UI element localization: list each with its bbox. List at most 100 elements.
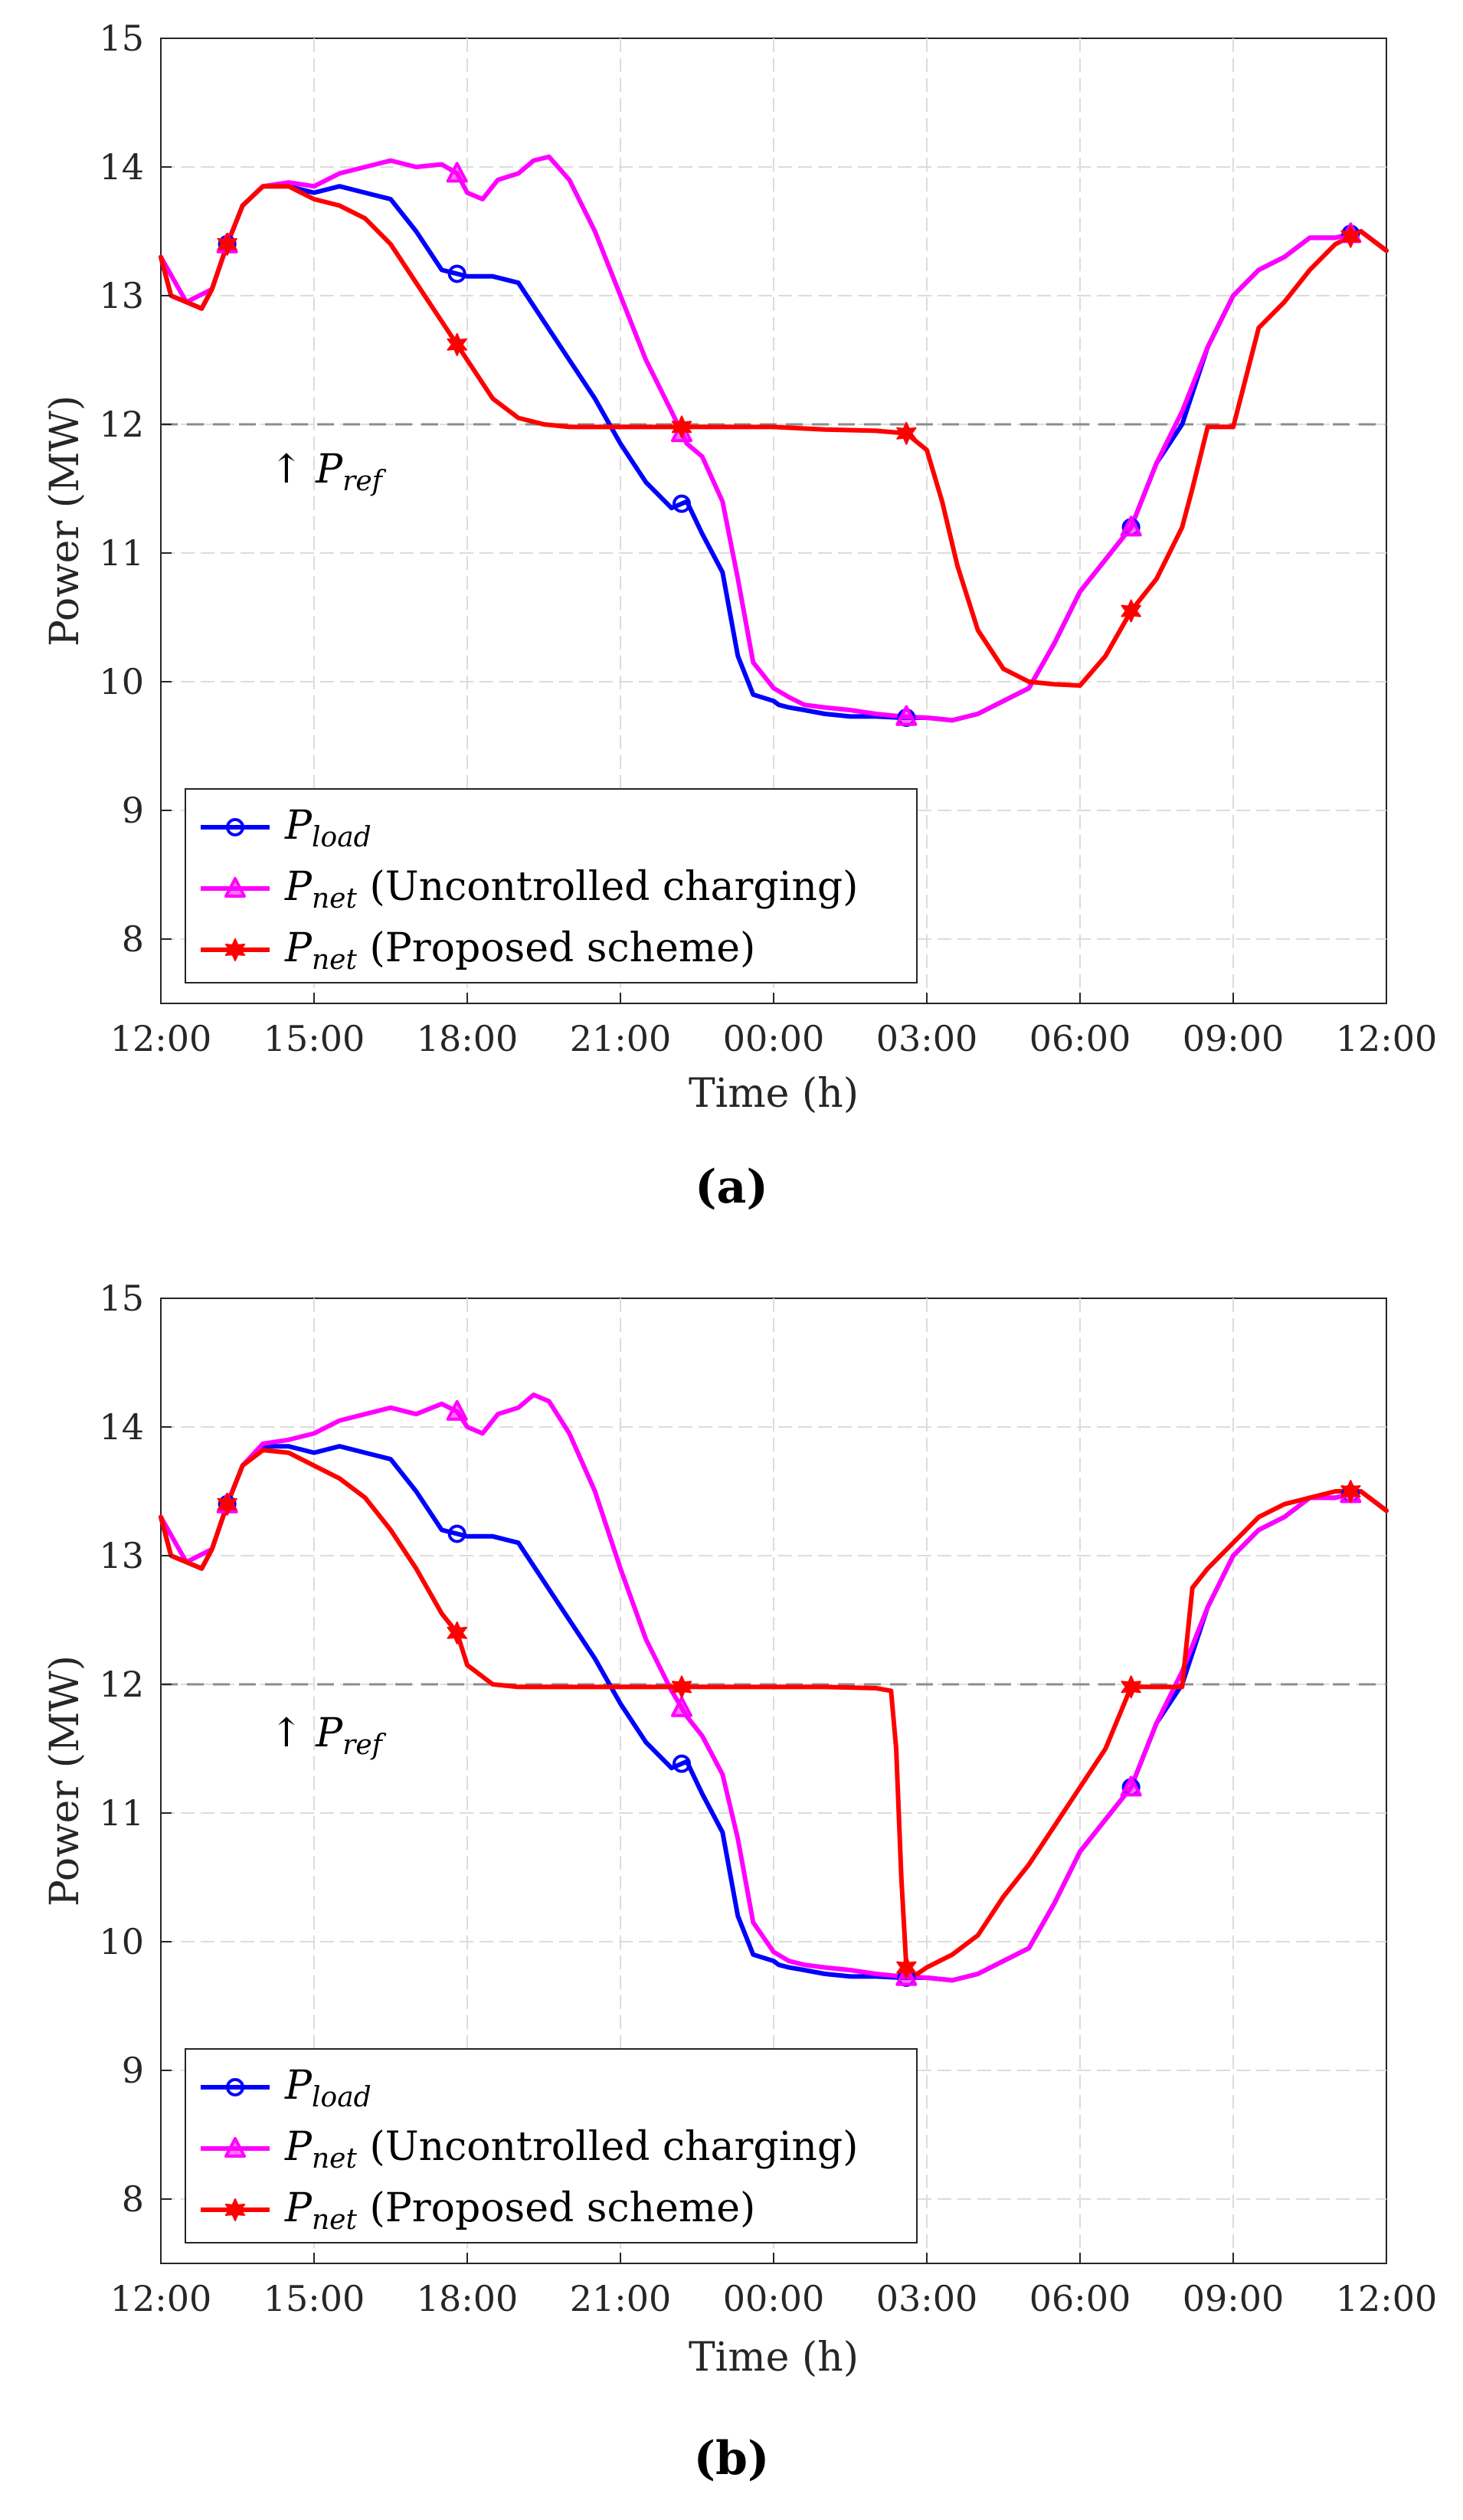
series-line-2 [159,1448,1389,1980]
y-tick-label: 12 [99,1664,144,1705]
y-tick-label: 15 [99,1278,144,1319]
y-tick-label: 11 [99,1792,144,1834]
series-2-marker [217,1492,237,1516]
x-tick-label: 21:00 [570,2278,672,2319]
legend-key-marker [226,818,244,836]
legend-entry-uncontrolled: Pnet (Uncontrolled charging) [284,864,858,915]
series-line-1 [159,1393,1389,1983]
x-tick-label: 03:00 [876,1018,978,1059]
series-2-marker [896,1955,917,1979]
x-tick-label: 00:00 [723,2278,825,2319]
legend-subscript: net [312,2204,357,2236]
series-line-2 [159,184,1389,688]
y-tick-label: 8 [122,2178,144,2220]
series-group [159,154,1389,728]
panel-caption: (a) [695,1160,768,1214]
legend-subscript: net [312,2143,357,2175]
series-line-1 [159,154,1389,723]
series-2-marker [217,232,237,256]
legend-subscript: net [312,944,357,976]
y-tick-label: 14 [99,1406,144,1448]
reference-arrow: ↑ [270,447,303,493]
legend-key-marker [224,2137,246,2158]
x-tick-label: 18:00 [417,2278,519,2319]
x-tick-label: 00:00 [723,1018,825,1059]
legend-suffix: (Uncontrolled charging) [357,864,858,910]
legend-entry-proposed: Pnet (Proposed scheme) [284,2185,755,2236]
x-tick-label: 09:00 [1183,1018,1285,1059]
series-0-marker [447,264,466,283]
y-axis-label: Power (MW) [42,1655,88,1906]
series-2-marker [671,1675,692,1699]
legend-entry-uncontrolled: Pnet (Uncontrolled charging) [284,2124,858,2175]
y-tick-label: 14 [99,146,144,188]
chart-panel-a: 12:00 15:00 18:00 21:00 00:00 03:00 06:00 09:00… [42,18,1437,1214]
legend: Pload Pnet (Uncontrolled charging) Pnet … [185,2048,918,2243]
x-tick-label: 12:00 [1336,2278,1438,2319]
x-tick-label: 15:00 [263,1018,365,1059]
legend-subscript: load [312,2082,371,2113]
y-tick-label: 12 [99,404,144,445]
y-tick-label: 13 [99,275,144,316]
legend-symbol: P [284,2124,313,2170]
x-axis-label: Time (h) [689,2335,859,2381]
axis-ticks: 12:00 15:00 18:00 21:00 00:00 03:00 06:00 09:00… [99,18,1437,1059]
series-0-marker [673,494,691,513]
x-tick-label: 09:00 [1183,2278,1285,2319]
series-1-marker [671,1696,692,1717]
series-1-marker [446,1399,468,1421]
legend-key-marker [224,877,246,898]
x-tick-label: 12:00 [110,2278,212,2319]
series-2-marker [1340,224,1361,248]
axis-ticks: 12:00 15:00 18:00 21:00 00:00 03:00 06:00 09:00… [99,1278,1437,2319]
y-tick-label: 10 [99,661,144,702]
legend-symbol: P [284,864,313,910]
legend-entry-load: Pload [284,2063,371,2113]
legend-suffix: (Proposed scheme) [357,2185,755,2231]
reference-annotation: ↑ Pref [270,1710,387,1761]
x-tick-label: 12:00 [110,1018,212,1059]
series-2-marker [896,421,917,445]
x-tick-label: 03:00 [876,2278,978,2319]
series-group [159,1393,1389,1988]
x-tick-label: 15:00 [263,2278,365,2319]
chart-panel-b: 12:00 15:00 18:00 21:00 00:00 03:00 06:00 09:00… [42,1278,1437,2486]
legend-subscript: load [312,822,371,853]
legend-keys [201,2078,270,2221]
legend-entry-proposed: Pnet (Proposed scheme) [284,925,755,976]
reference-symbol: P [315,1710,343,1756]
series-1-marker [446,162,468,183]
series-1-marker [1120,1775,1142,1797]
series-2-marker [1121,599,1141,623]
reference-arrow: ↑ [270,1710,303,1756]
y-axis-label: Power (MW) [42,395,88,646]
series-0-marker [673,1754,691,1773]
legend-key-marker [224,938,246,961]
y-tick-label: 15 [99,18,144,59]
legend-key-marker [226,2078,244,2096]
reference-symbol: P [315,447,343,493]
panel-caption: (b) [694,2432,770,2486]
reference-annotation: ↑ Pref [270,447,387,497]
legend: Pload Pnet (Uncontrolled charging) Pnet … [185,788,918,983]
x-tick-label: 06:00 [1029,2278,1131,2319]
x-axis-label: Time (h) [689,1071,859,1117]
y-tick-label: 8 [122,918,144,960]
reference-subscript: ref [342,466,387,497]
series-2-marker [1340,1480,1361,1503]
legend-symbol: P [284,2185,313,2231]
series-2-marker [671,415,692,439]
x-tick-label: 12:00 [1336,1018,1438,1059]
legend-suffix: (Uncontrolled charging) [357,2124,858,2170]
legend-subscript: net [312,883,357,915]
legend-symbol: P [284,803,313,849]
legend-key-marker [224,2198,246,2221]
x-tick-label: 21:00 [570,1018,672,1059]
legend-entry-load: Pload [284,803,371,853]
legend-suffix: (Proposed scheme) [357,925,755,971]
y-tick-label: 9 [122,2050,144,2091]
y-tick-label: 9 [122,790,144,831]
legend-box [185,2048,918,2243]
series-2-marker [1121,1675,1141,1699]
